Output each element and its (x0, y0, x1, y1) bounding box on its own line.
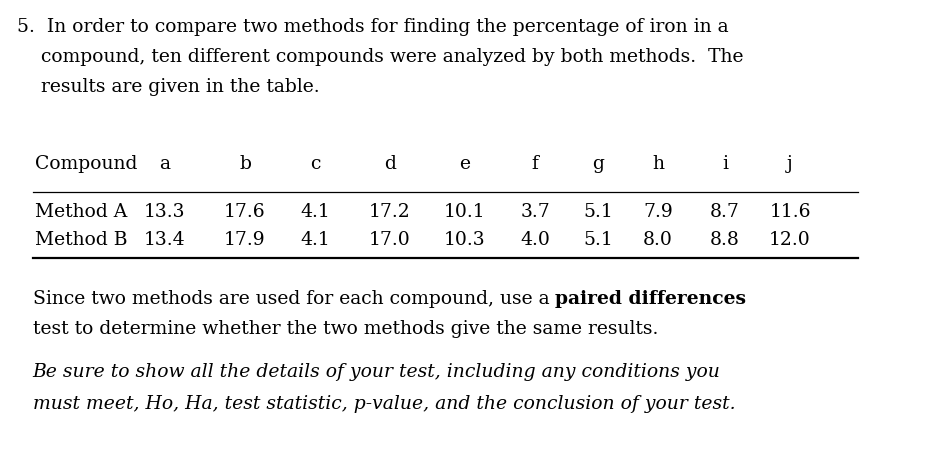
Text: must meet, Ho, Ha, test statistic, p-value, and the conclusion of your test.: must meet, Ho, Ha, test statistic, p-val… (33, 395, 735, 413)
Text: a: a (159, 155, 170, 173)
Text: results are given in the table.: results are given in the table. (17, 78, 319, 96)
Text: paired differences: paired differences (555, 290, 747, 308)
Text: j: j (787, 155, 793, 173)
Text: c: c (310, 155, 320, 173)
Text: 5.1: 5.1 (583, 231, 613, 249)
Text: Method A: Method A (35, 203, 128, 221)
Text: 8.8: 8.8 (710, 231, 740, 249)
Text: 5.  In order to compare two methods for finding the percentage of iron in a: 5. In order to compare two methods for f… (17, 18, 728, 36)
Text: test to determine whether the two methods give the same results.: test to determine whether the two method… (33, 320, 658, 338)
Text: 11.6: 11.6 (769, 203, 811, 221)
Text: f: f (532, 155, 538, 173)
Text: i: i (722, 155, 728, 173)
Text: 17.6: 17.6 (224, 203, 266, 221)
Text: 4.0: 4.0 (520, 231, 550, 249)
Text: 4.1: 4.1 (300, 231, 330, 249)
Text: compound, ten different compounds were analyzed by both methods.  The: compound, ten different compounds were a… (17, 48, 743, 66)
Text: 13.4: 13.4 (144, 231, 186, 249)
Text: 4.1: 4.1 (300, 203, 330, 221)
Text: 5.1: 5.1 (583, 203, 613, 221)
Text: 10.3: 10.3 (444, 231, 486, 249)
Text: b: b (239, 155, 251, 173)
Text: 17.2: 17.2 (369, 203, 411, 221)
Text: Since two methods are used for each compound, use a: Since two methods are used for each comp… (33, 290, 555, 308)
Text: h: h (652, 155, 664, 173)
Text: g: g (592, 155, 604, 173)
Text: 12.0: 12.0 (769, 231, 811, 249)
Text: d: d (385, 155, 396, 173)
Text: 3.7: 3.7 (520, 203, 550, 221)
Text: 17.9: 17.9 (224, 231, 266, 249)
Text: 7.9: 7.9 (643, 203, 673, 221)
Text: e: e (460, 155, 470, 173)
Text: 17.0: 17.0 (369, 231, 411, 249)
Text: Be sure to show all the details of your test, including any conditions you: Be sure to show all the details of your … (33, 363, 721, 381)
Text: 8.0: 8.0 (643, 231, 673, 249)
Text: 8.7: 8.7 (710, 203, 740, 221)
Text: Method B: Method B (35, 231, 128, 249)
Text: Compound: Compound (35, 155, 138, 173)
Text: 13.3: 13.3 (144, 203, 186, 221)
Text: 10.1: 10.1 (444, 203, 486, 221)
